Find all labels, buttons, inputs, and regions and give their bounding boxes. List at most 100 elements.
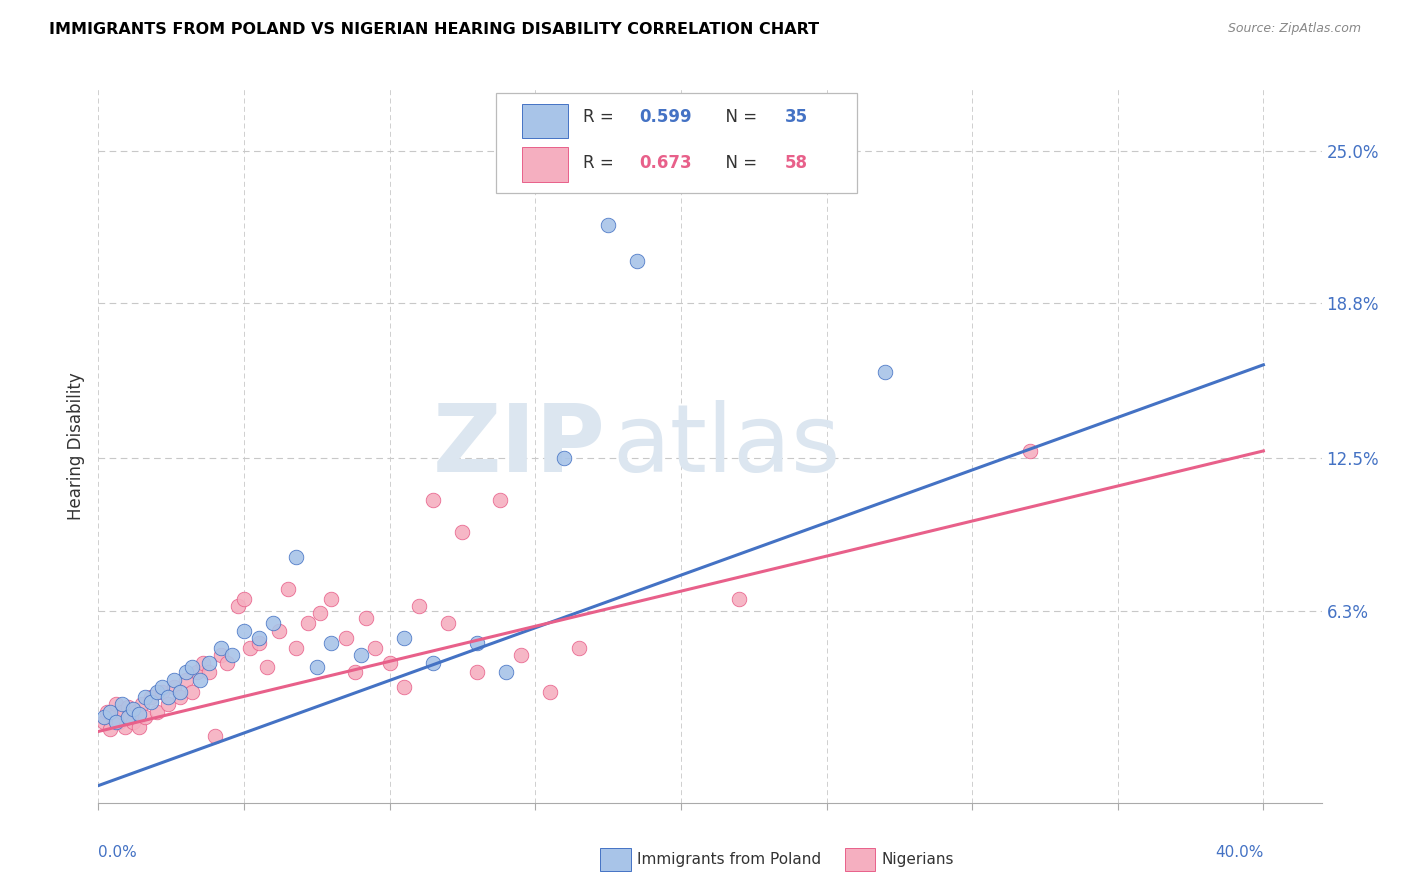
Point: [114, 719, 136, 733]
Text: IMMIGRANTS FROM POLAND VS NIGERIAN HEARING DISABILITY CORRELATION CHART: IMMIGRANTS FROM POLAND VS NIGERIAN HEARI…: [49, 22, 820, 37]
Text: 0.0%: 0.0%: [98, 845, 138, 860]
Point: [297, 616, 319, 631]
Text: 58: 58: [785, 154, 807, 172]
Point: [128, 707, 150, 722]
Point: [451, 525, 474, 540]
Point: [193, 656, 215, 670]
FancyBboxPatch shape: [845, 847, 875, 871]
Point: [378, 656, 401, 670]
Point: [111, 698, 134, 712]
Point: [262, 616, 284, 631]
Point: [145, 705, 167, 719]
Point: [180, 660, 202, 674]
Point: [128, 719, 150, 733]
Point: [104, 714, 127, 729]
Point: [120, 709, 142, 723]
Point: [180, 685, 202, 699]
Point: [122, 702, 145, 716]
Point: [98, 705, 121, 719]
Point: [392, 631, 416, 645]
Point: [422, 493, 444, 508]
Point: [465, 636, 488, 650]
Text: 35: 35: [785, 108, 808, 126]
Point: [174, 673, 197, 687]
Point: [134, 690, 156, 704]
Point: [145, 685, 167, 699]
Point: [131, 698, 153, 712]
Point: [422, 656, 444, 670]
FancyBboxPatch shape: [600, 847, 630, 871]
Point: [568, 640, 591, 655]
Point: [163, 673, 186, 687]
Text: Nigerians: Nigerians: [882, 852, 953, 867]
Point: [239, 640, 262, 655]
Point: [198, 665, 221, 680]
Point: [134, 709, 156, 723]
Text: atlas: atlas: [612, 400, 841, 492]
Point: [125, 705, 148, 719]
Point: [247, 631, 270, 645]
Point: [233, 624, 256, 638]
Text: N =: N =: [714, 154, 762, 172]
Point: [247, 636, 270, 650]
Point: [198, 656, 221, 670]
Point: [364, 640, 387, 655]
Point: [277, 582, 299, 596]
Point: [233, 591, 256, 606]
Point: [285, 549, 308, 564]
Point: [626, 254, 648, 268]
Point: [728, 591, 751, 606]
Text: N =: N =: [714, 108, 762, 126]
Point: [343, 665, 366, 680]
Point: [117, 709, 139, 723]
Point: [335, 631, 357, 645]
Point: [93, 714, 115, 729]
Text: R =: R =: [583, 108, 619, 126]
Point: [873, 365, 896, 379]
Point: [174, 665, 197, 680]
Point: [321, 591, 343, 606]
Point: [267, 624, 290, 638]
Point: [111, 705, 134, 719]
Point: [209, 648, 232, 662]
Point: [152, 680, 174, 694]
Point: [93, 709, 115, 723]
Point: [122, 714, 145, 729]
Point: [169, 690, 191, 704]
Point: [509, 648, 531, 662]
Point: [437, 616, 460, 631]
Point: [186, 665, 208, 680]
Point: [139, 690, 162, 704]
Text: ZIP: ZIP: [433, 400, 606, 492]
Text: Source: ZipAtlas.com: Source: ZipAtlas.com: [1227, 22, 1361, 36]
FancyBboxPatch shape: [496, 93, 856, 193]
Point: [204, 730, 226, 744]
Point: [98, 722, 121, 736]
Point: [305, 660, 328, 674]
Point: [152, 685, 174, 699]
Point: [104, 698, 127, 712]
Point: [101, 709, 124, 723]
Text: 40.0%: 40.0%: [1215, 845, 1264, 860]
Text: 0.599: 0.599: [640, 108, 692, 126]
Point: [596, 218, 619, 232]
Point: [163, 680, 186, 694]
Point: [392, 680, 416, 694]
Point: [553, 451, 575, 466]
Y-axis label: Hearing Disability: Hearing Disability: [66, 372, 84, 520]
Point: [188, 673, 212, 687]
Text: 0.673: 0.673: [640, 154, 692, 172]
Point: [308, 607, 330, 621]
Point: [408, 599, 430, 613]
Text: Immigrants from Poland: Immigrants from Poland: [637, 852, 821, 867]
Point: [321, 636, 343, 650]
Point: [139, 695, 162, 709]
Point: [495, 665, 517, 680]
Point: [256, 660, 278, 674]
Point: [117, 699, 139, 714]
Point: [465, 665, 488, 680]
Point: [221, 648, 243, 662]
Point: [215, 656, 238, 670]
Point: [285, 640, 308, 655]
Point: [1019, 444, 1042, 458]
